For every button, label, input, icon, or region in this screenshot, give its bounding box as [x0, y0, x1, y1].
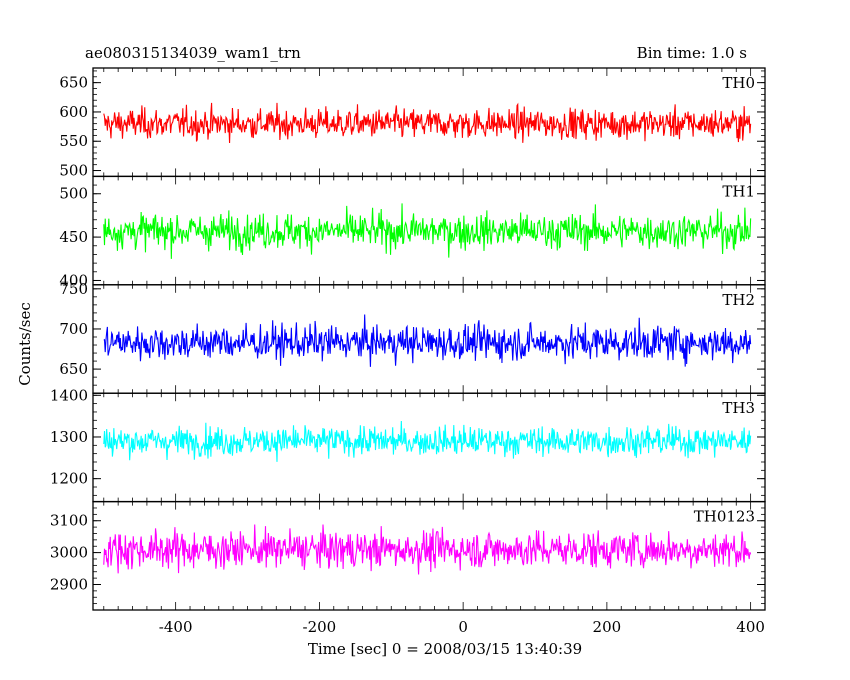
panel-label-th2: TH2: [722, 291, 755, 309]
x-tick-label: 400: [736, 618, 765, 636]
bin-time-label: Bin time: 1.0 s: [636, 44, 747, 62]
y-tick-label: 500: [59, 162, 88, 180]
panel-label-th3: TH3: [722, 399, 755, 417]
y-tick-label: 1200: [50, 470, 88, 488]
panel-frame-th0123: [92, 500, 766, 611]
x-tick-label: -200: [303, 618, 337, 636]
y-axis-label: Counts/sec: [16, 302, 34, 386]
x-tick-label: -400: [159, 618, 193, 636]
x-tick-label: 200: [593, 618, 622, 636]
y-tick-label: 700: [59, 320, 88, 338]
y-tick-label: 2900: [50, 575, 88, 593]
y-tick-label: 1400: [50, 386, 88, 404]
y-tick-label: 600: [59, 103, 88, 121]
series-line-th0: [103, 102, 752, 143]
y-tick-label: 650: [59, 360, 88, 378]
y-tick-label: 3000: [50, 544, 88, 562]
y-tick-label: 550: [59, 132, 88, 150]
panel-label-th0: TH0: [722, 74, 755, 92]
y-tick-label: 650: [59, 74, 88, 92]
y-tick-label: 1300: [50, 428, 88, 446]
series-line-th0123: [103, 524, 752, 575]
x-axis-label: Time [sec] 0 = 2008/03/15 13:40:39: [307, 640, 583, 658]
x-tick-label: 0: [458, 618, 468, 636]
panel-label-th1: TH1: [722, 182, 755, 200]
series-line-th1: [103, 203, 752, 259]
y-tick-label: 3100: [50, 512, 88, 530]
series-line-th2: [103, 314, 752, 367]
y-tick-label: 750: [59, 280, 88, 298]
chart-title: ae080315134039_wam1_trn: [85, 44, 301, 62]
panel-frame-th1: [92, 175, 766, 286]
y-tick-label: 450: [59, 228, 88, 246]
panel-label-th0123: TH0123: [694, 508, 755, 526]
y-tick-label: 500: [59, 185, 88, 203]
series-line-th3: [103, 421, 752, 462]
y-tick-label: 400: [59, 271, 88, 289]
